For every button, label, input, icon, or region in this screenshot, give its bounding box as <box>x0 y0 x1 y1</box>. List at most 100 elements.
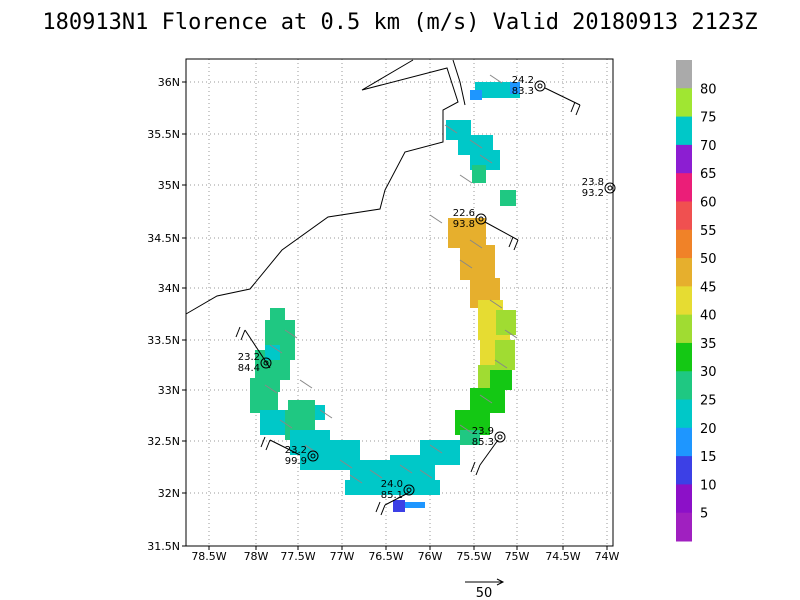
wind-vector <box>349 474 363 484</box>
lon-tick-label: 75W <box>505 550 530 563</box>
wind-vector <box>489 74 503 84</box>
wind-cell <box>393 500 405 512</box>
wind-vector <box>459 259 473 269</box>
lat-tick-label: 34.5N <box>147 232 180 245</box>
wind-barb-icon <box>244 329 271 369</box>
scale-arrow-icon <box>496 578 505 586</box>
colorbar-swatch <box>676 484 692 514</box>
colorbar-label: 25 <box>700 394 717 409</box>
wind-barb-icon <box>475 464 481 476</box>
obs-label-top: 24.2 <box>512 75 534 86</box>
observations: 24.283.323.893.222.693.823.284.423.985.3… <box>238 75 616 501</box>
colorbar-label: 75 <box>700 111 717 126</box>
obs-label-top: 24.0 <box>381 479 403 490</box>
colorbar-label: 45 <box>700 280 717 295</box>
colorbar-swatch <box>676 399 692 429</box>
lat-tick-label: 32.5N <box>147 435 180 448</box>
colorbar-swatch <box>676 371 692 401</box>
obs-marker-icon <box>478 216 484 222</box>
lon-tick-labels: 78.5W 78W 77.5W 77W 76.5W 76W 75.5W 75W 74.5W 74W <box>191 546 620 563</box>
lat-tick-label: 33N <box>158 384 180 397</box>
wind-cell <box>500 190 516 206</box>
obs-label-top: 22.6 <box>453 208 475 219</box>
wind-vector <box>319 409 333 419</box>
wind-vector <box>459 424 473 434</box>
obs-marker-icon <box>494 431 506 443</box>
lat-tick-label: 35N <box>158 179 180 192</box>
colorbar-swatch <box>676 456 692 485</box>
wind-barb-icon <box>570 101 576 113</box>
lon-tick-label: 77.5W <box>280 550 315 563</box>
colorbar-swatch <box>676 229 692 259</box>
colorbar-label: 40 <box>700 309 717 324</box>
wind-barb-icon <box>384 491 411 506</box>
wind-barb-icon <box>380 504 386 516</box>
lon-tick-label: 74.5W <box>545 550 580 563</box>
colorbar-label: 50 <box>700 252 717 267</box>
lon-tick-label: 75.5W <box>456 550 491 563</box>
wind-barb-icon <box>260 436 266 448</box>
lat-tick-labels: 31.5N 32N 32.5N 33N 33.5N 34N 34.5N 35N 35.5N 36N <box>147 76 186 553</box>
wind-barb-icon <box>235 326 241 338</box>
lon-tick-label: 76.5W <box>368 550 403 563</box>
wind-barb-icon <box>265 439 271 451</box>
obs-marker-icon <box>260 357 272 369</box>
wind-cell <box>250 378 280 413</box>
wind-vector <box>494 359 508 369</box>
wind-vector <box>429 214 443 224</box>
wind-barb-icon <box>513 239 519 251</box>
colorbar-swatch <box>676 258 692 287</box>
wind-cell <box>510 82 520 94</box>
colorbar-label: 70 <box>700 139 717 154</box>
colorbar-label: 80 <box>700 82 717 97</box>
wind-vector <box>444 124 458 134</box>
colorbar-label: 55 <box>700 224 717 239</box>
wind-barb-icon <box>269 439 301 456</box>
obs-marker-icon <box>604 182 616 194</box>
colorbar-label: 20 <box>700 422 717 437</box>
wind-cell <box>496 310 516 335</box>
wind-vector <box>429 444 443 454</box>
lat-tick-label: 32N <box>158 487 180 500</box>
obs-label-bottom: 93.2 <box>582 188 604 199</box>
obs-marker-icon <box>475 213 487 225</box>
wind-vector <box>504 329 518 339</box>
colorbar-swatch <box>676 116 692 146</box>
wind-vector <box>299 379 313 389</box>
wind-cell <box>460 245 495 280</box>
wind-vector <box>469 239 483 249</box>
scale-vector: 50 <box>465 578 505 600</box>
obs-label-top: 23.2 <box>238 352 260 363</box>
wind-barb-icon <box>575 104 581 116</box>
wind-cell <box>315 405 325 420</box>
wind-vector <box>489 299 503 309</box>
colorbar-label: 30 <box>700 365 717 380</box>
wind-cell <box>405 502 425 508</box>
obs-label-bottom: 99.9 <box>285 456 307 467</box>
wind-cell <box>400 480 440 495</box>
page-title: 180913N1 Florence at 0.5 km (m/s) Valid … <box>42 10 758 35</box>
obs-marker-icon <box>607 185 613 191</box>
obs-marker-icon <box>534 80 546 92</box>
colorbar-swatch <box>676 60 692 89</box>
lat-tick-label: 31.5N <box>147 540 180 553</box>
wind-vector <box>399 464 413 474</box>
scale-label: 50 <box>476 586 493 600</box>
wind-cell <box>448 218 486 248</box>
colorbar-swatch <box>676 314 692 344</box>
colorbar-label: 65 <box>700 167 717 182</box>
obs-label-top: 23.8 <box>582 177 604 188</box>
wind-vector <box>469 139 483 149</box>
lon-tick-label: 76W <box>418 550 443 563</box>
obs-marker-icon <box>310 453 316 459</box>
wind-barbs <box>235 87 581 516</box>
wind-cell <box>345 480 405 495</box>
obs-label-bottom: 85.1 <box>381 490 403 501</box>
colorbar-label: 10 <box>700 478 717 493</box>
obs-marker-icon <box>497 434 503 440</box>
wind-cell <box>490 370 512 390</box>
wind-vector <box>264 384 278 394</box>
lat-tick-label: 36N <box>158 76 180 89</box>
wind-barb-icon <box>479 439 499 466</box>
